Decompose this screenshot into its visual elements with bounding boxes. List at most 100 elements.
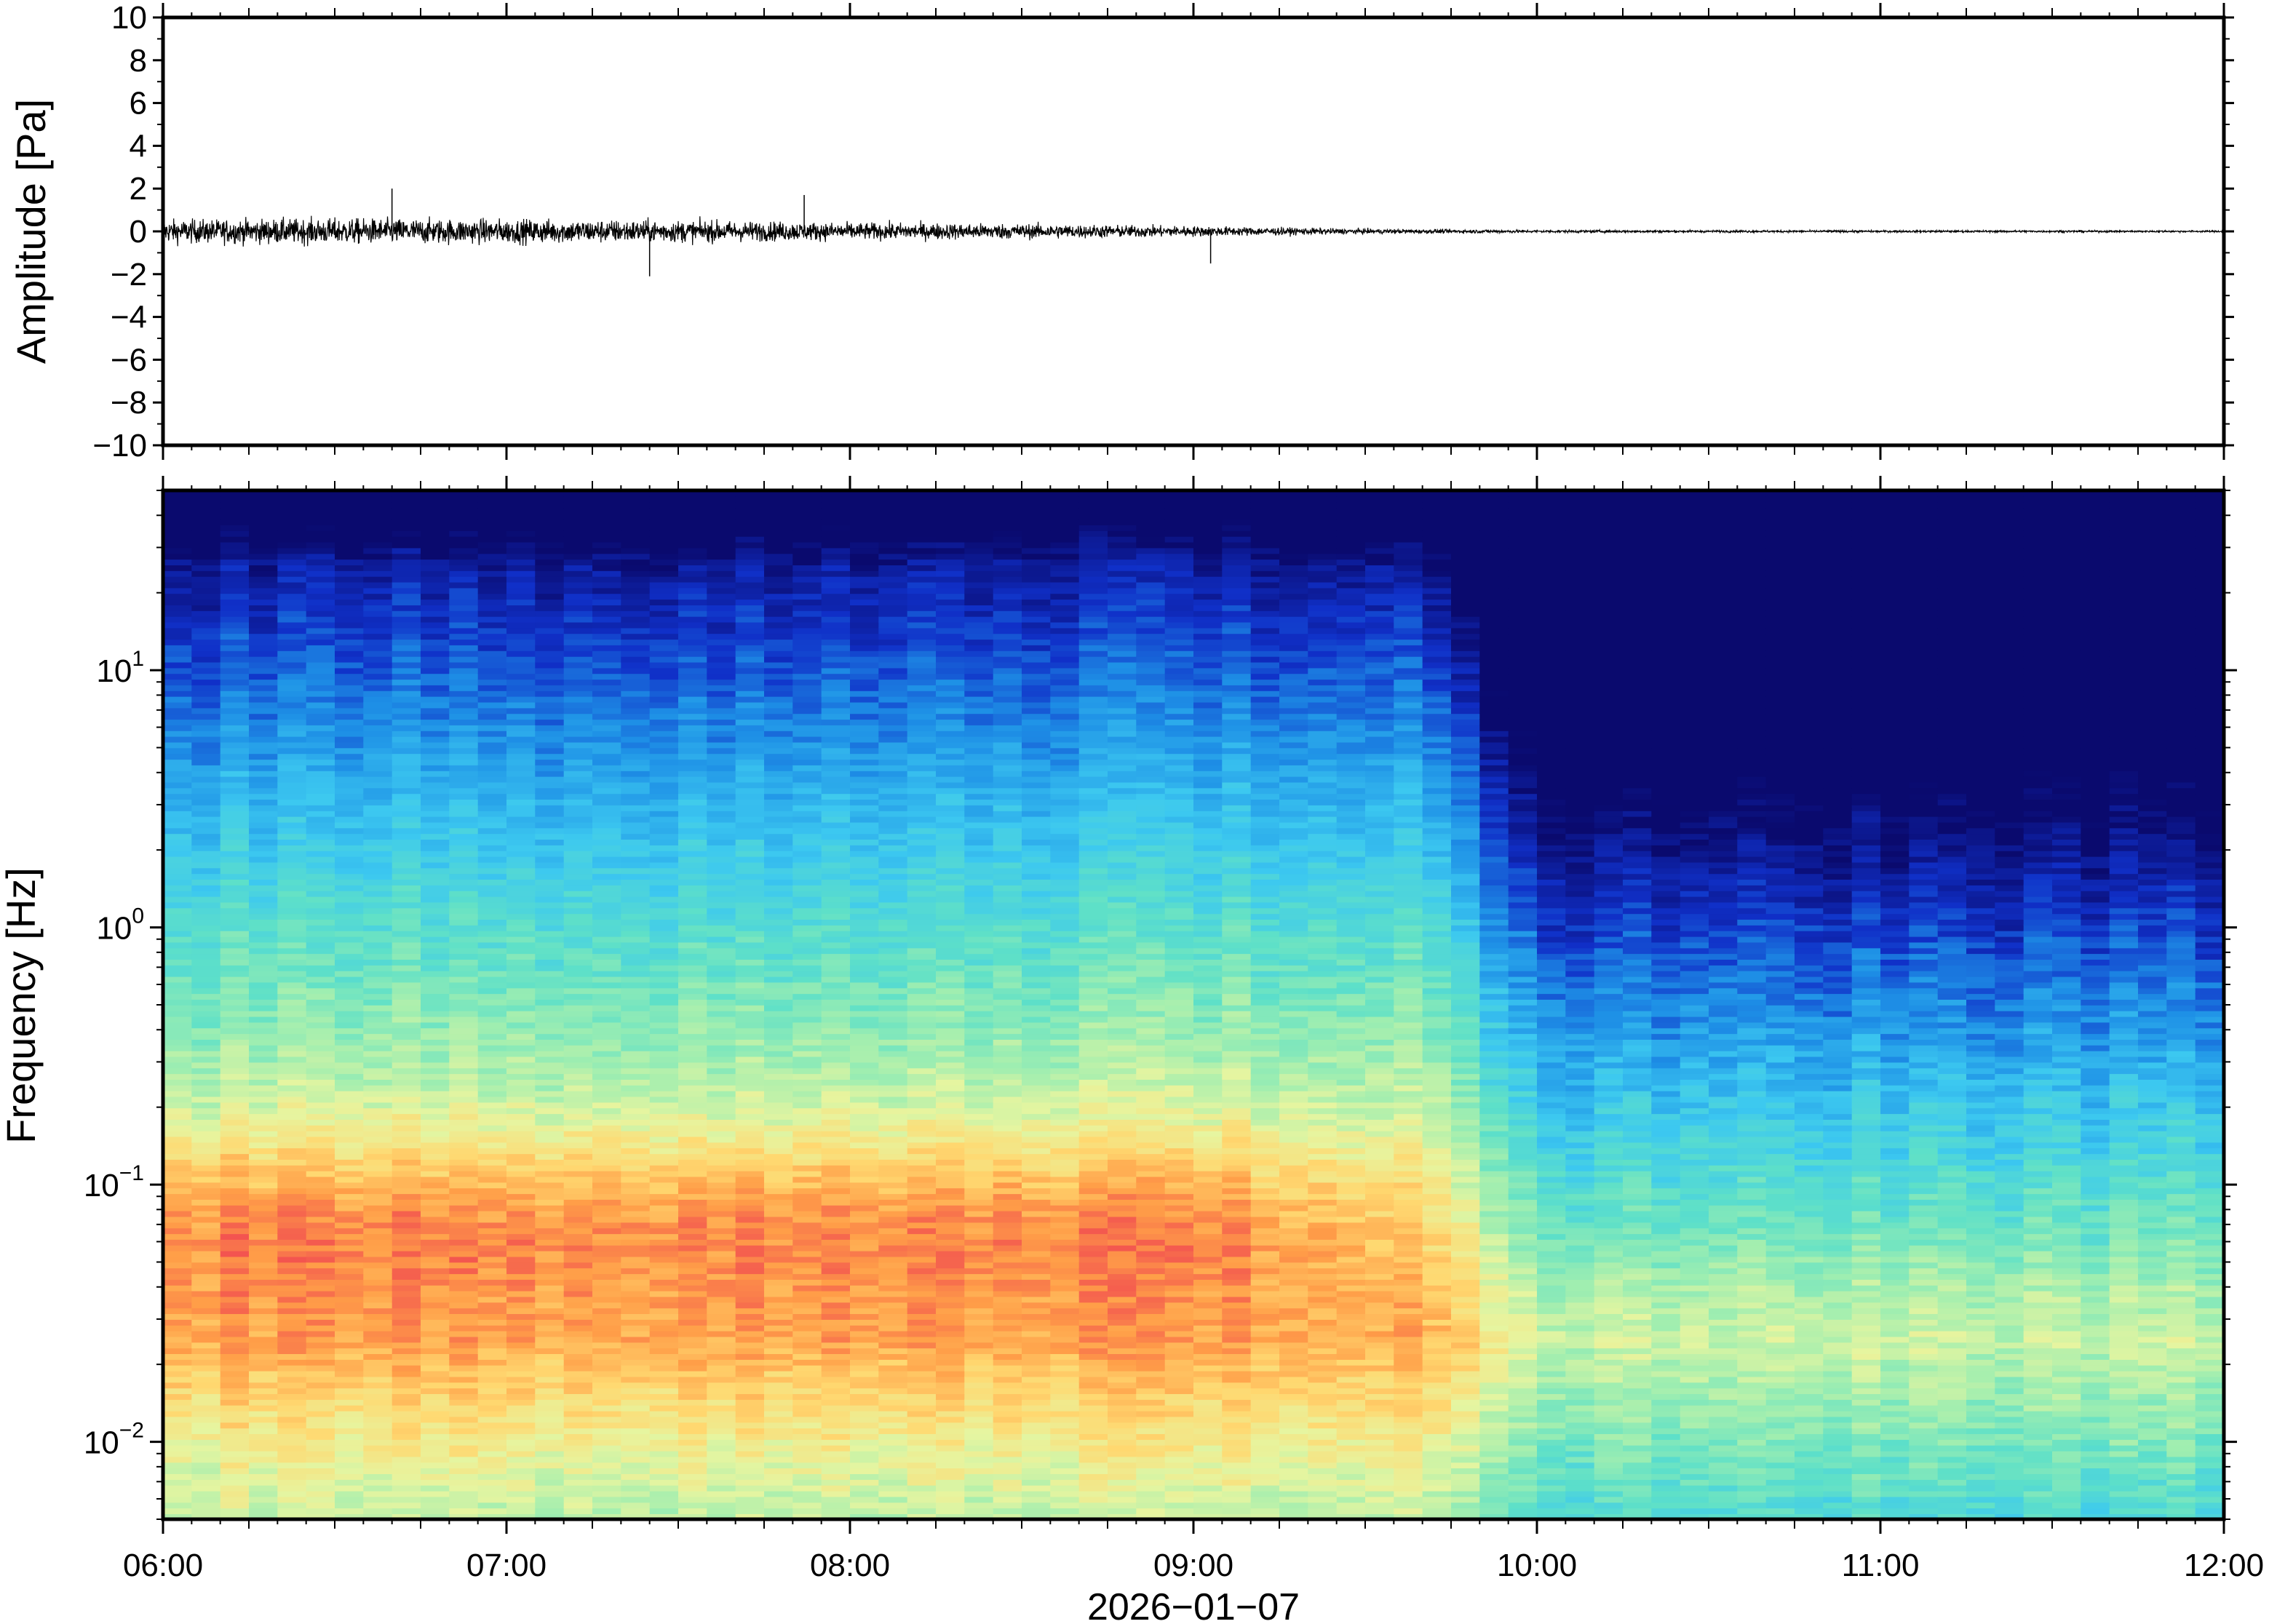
spectrogram-cell [735, 833, 765, 840]
spectrogram-cell [878, 1107, 908, 1115]
spectrogram-cell [850, 770, 880, 777]
spectrogram-cell [707, 759, 736, 765]
spectrogram-cell [249, 845, 279, 851]
spectrogram-cell [249, 1479, 279, 1486]
spectrogram-cell [792, 1376, 822, 1383]
spectrogram-cell [277, 759, 307, 765]
spectrogram-cell [621, 605, 651, 611]
spectrogram-cell [506, 525, 536, 531]
spectrogram-cell [792, 610, 822, 617]
spectrogram-cell [220, 1016, 250, 1023]
spectrogram-cell [707, 1142, 736, 1149]
spectrogram-cell [563, 1125, 593, 1131]
spectrogram-cell [735, 1416, 765, 1423]
spectrogram-cell [477, 901, 507, 909]
spectrogram-cell [907, 965, 937, 971]
spectrogram-cell [277, 576, 307, 583]
spectrogram-cell [477, 525, 507, 531]
spectrogram-cell [563, 1045, 593, 1051]
spectrogram-cell [477, 536, 507, 543]
spectrogram-cell [821, 725, 851, 731]
spectrogram-cell [649, 907, 679, 915]
spectrogram-cell [392, 1273, 421, 1280]
spectrogram-cell [735, 816, 765, 823]
spectrogram-cell [220, 845, 250, 851]
spectrogram-cell [649, 513, 679, 520]
spectrogram-cell [449, 1262, 479, 1269]
spectrogram-cell [249, 696, 279, 703]
spectrogram-cell [878, 1210, 908, 1217]
spectrogram-cell [878, 1096, 908, 1103]
spectrogram-cell [191, 1204, 221, 1211]
spectrogram-cell [735, 861, 765, 869]
spectrogram-cell [421, 1508, 450, 1514]
spectrogram-cell [277, 890, 307, 897]
spectrogram-cell [592, 953, 622, 960]
spectrogram-cell [191, 1302, 221, 1309]
spectrogram-cell [563, 1216, 593, 1223]
spectrogram-cell [649, 1353, 679, 1360]
spectrogram-cell [563, 1073, 593, 1080]
spectrogram-cell [392, 833, 421, 840]
spectrogram-cell [535, 581, 565, 589]
spectrogram-cell [621, 656, 651, 663]
spectrogram-cell [163, 1496, 193, 1503]
spectrogram-cell [707, 1376, 736, 1383]
spectrogram-cell [792, 690, 822, 697]
spectrogram-cell [277, 650, 307, 657]
spectrogram-cell [477, 1290, 507, 1297]
spectrogram-cell [220, 621, 250, 629]
spectrogram-cell [707, 765, 736, 771]
spectrogram-cell [506, 1319, 536, 1326]
spectrogram-cell [850, 1085, 880, 1091]
spectrogram-cell [277, 1073, 307, 1080]
spectrogram-cell [477, 1176, 507, 1183]
spectrogram-cell [707, 861, 736, 869]
spectrogram-cell [535, 1027, 565, 1035]
spectrogram-cell [220, 1102, 250, 1109]
spectrogram-cell [277, 1513, 307, 1519]
spectrogram-cell [535, 519, 565, 525]
spectrogram-cell [592, 633, 622, 640]
spectrogram-cell [220, 1279, 250, 1286]
spectrogram-cell [821, 1382, 851, 1389]
spectrogram-cell [792, 970, 822, 977]
spectrogram-cell [191, 1022, 221, 1029]
spectrogram-cell [592, 839, 622, 845]
spectrogram-cell [649, 605, 679, 611]
spectrogram-cell [792, 942, 822, 949]
spectrogram-cell [363, 1067, 393, 1075]
spectrogram-cell [592, 993, 622, 1000]
spectrogram-cell [621, 1216, 651, 1223]
spectrogram-cell [764, 833, 794, 840]
spectrogram-cell [421, 1199, 450, 1206]
spectrogram-cell [821, 627, 851, 634]
spectrogram-cell [277, 1102, 307, 1109]
spectrogram-cell [392, 1388, 421, 1394]
spectrogram-cell [535, 1244, 565, 1251]
spectrogram-cell [735, 667, 765, 674]
spectrogram-cell [821, 1256, 851, 1263]
spectrogram-cell [792, 1050, 822, 1057]
spectrogram-cell [850, 1307, 880, 1314]
spectrogram-cell [306, 959, 335, 966]
spectrogram-cell [277, 513, 307, 520]
spectrogram-cell [191, 661, 221, 669]
spectrogram-cell [421, 1090, 450, 1097]
spectrogram-cell [563, 987, 593, 995]
spectrogram-cell [850, 1382, 880, 1389]
spectrogram-cell [821, 1342, 851, 1349]
spectrogram-cell [335, 536, 365, 543]
spectrogram-cell [506, 679, 536, 685]
spectrogram-cell [220, 885, 250, 891]
spectrogram-cell [792, 1364, 822, 1372]
spectrogram-cell [792, 1296, 822, 1303]
spectrogram-cell [678, 936, 708, 943]
spectrogram-cell [649, 1033, 679, 1040]
spectrogram-cell [907, 1250, 937, 1257]
spectrogram-cell [249, 1484, 279, 1492]
spectrogram-cell [249, 816, 279, 823]
spectrogram-cell [621, 1324, 651, 1332]
spectrogram-cell [277, 1239, 307, 1246]
spectrogram-cell [306, 1113, 335, 1120]
